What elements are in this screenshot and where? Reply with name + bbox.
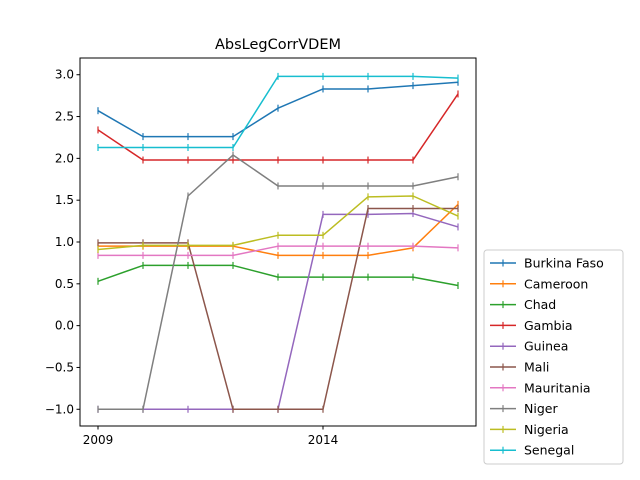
series-niger xyxy=(97,151,459,413)
y-tick-label: −0.5 xyxy=(45,360,74,374)
legend-item-niger: Niger xyxy=(490,401,558,416)
legend-item-guinea: Guinea xyxy=(490,339,568,354)
legend-box xyxy=(483,249,624,465)
legend-item-burkina-faso: Burkina Faso xyxy=(490,256,604,271)
x-tick-label: 2009 xyxy=(83,433,114,447)
series-senegal xyxy=(97,72,459,151)
legend-item-chad: Chad xyxy=(490,297,556,312)
series-burkina-faso xyxy=(97,78,459,141)
series-line-niger xyxy=(98,154,459,411)
series-cameroon xyxy=(97,200,459,259)
series-nigeria xyxy=(97,192,459,254)
y-tick-label: 3.0 xyxy=(55,68,74,82)
y-tick-label: 1.5 xyxy=(55,193,74,207)
legend: Burkina Faso Cameroon Chad Gambia Guinea Mali… xyxy=(483,249,624,465)
legend-item-mauritania: Mauritania xyxy=(490,380,591,395)
legend-label: Guinea xyxy=(524,339,568,354)
axes: −1.0 −0.5 0.0 0.5 1.0 1.5 2.0 2.5 3.0 2009 2014 xyxy=(45,57,477,447)
plot-frame xyxy=(79,57,477,427)
legend-label: Gambia xyxy=(524,318,573,333)
y-tick-label: −1.0 xyxy=(45,402,74,416)
chart-title: AbsLegCorrVDEM xyxy=(215,37,341,53)
series-line-gambia xyxy=(97,93,459,161)
series-gambia xyxy=(97,90,459,164)
y-tick-label: 2.5 xyxy=(55,110,74,124)
legend-label: Niger xyxy=(524,401,558,416)
series-guinea xyxy=(97,210,459,413)
legend-label: Senegal xyxy=(524,443,574,458)
legend-label: Nigeria xyxy=(524,422,569,437)
legend-label: Burkina Faso xyxy=(524,256,604,271)
y-tick-label: 1.0 xyxy=(55,235,74,249)
legend-label: Cameroon xyxy=(524,276,588,291)
legend-item-mali: Mali xyxy=(490,360,549,375)
legend-label: Mauritania xyxy=(524,380,591,395)
x-tick-label: 2014 xyxy=(308,433,339,447)
legend-item-gambia: Gambia xyxy=(490,318,573,333)
legend-item-cameroon: Cameroon xyxy=(490,276,588,291)
legend-item-senegal: Senegal xyxy=(490,443,574,458)
y-tick-label: 0.0 xyxy=(55,319,74,333)
series-mali xyxy=(97,205,459,413)
y-tick-label: 2.0 xyxy=(55,151,74,165)
legend-label: Chad xyxy=(524,297,556,312)
y-tick-label: 0.5 xyxy=(55,277,74,291)
legend-item-nigeria: Nigeria xyxy=(490,422,569,437)
series-line-nigeria xyxy=(97,195,459,251)
series-chad xyxy=(97,261,459,289)
legend-label: Mali xyxy=(524,360,549,375)
series-mauritania xyxy=(97,242,459,259)
plot-area xyxy=(97,72,459,413)
